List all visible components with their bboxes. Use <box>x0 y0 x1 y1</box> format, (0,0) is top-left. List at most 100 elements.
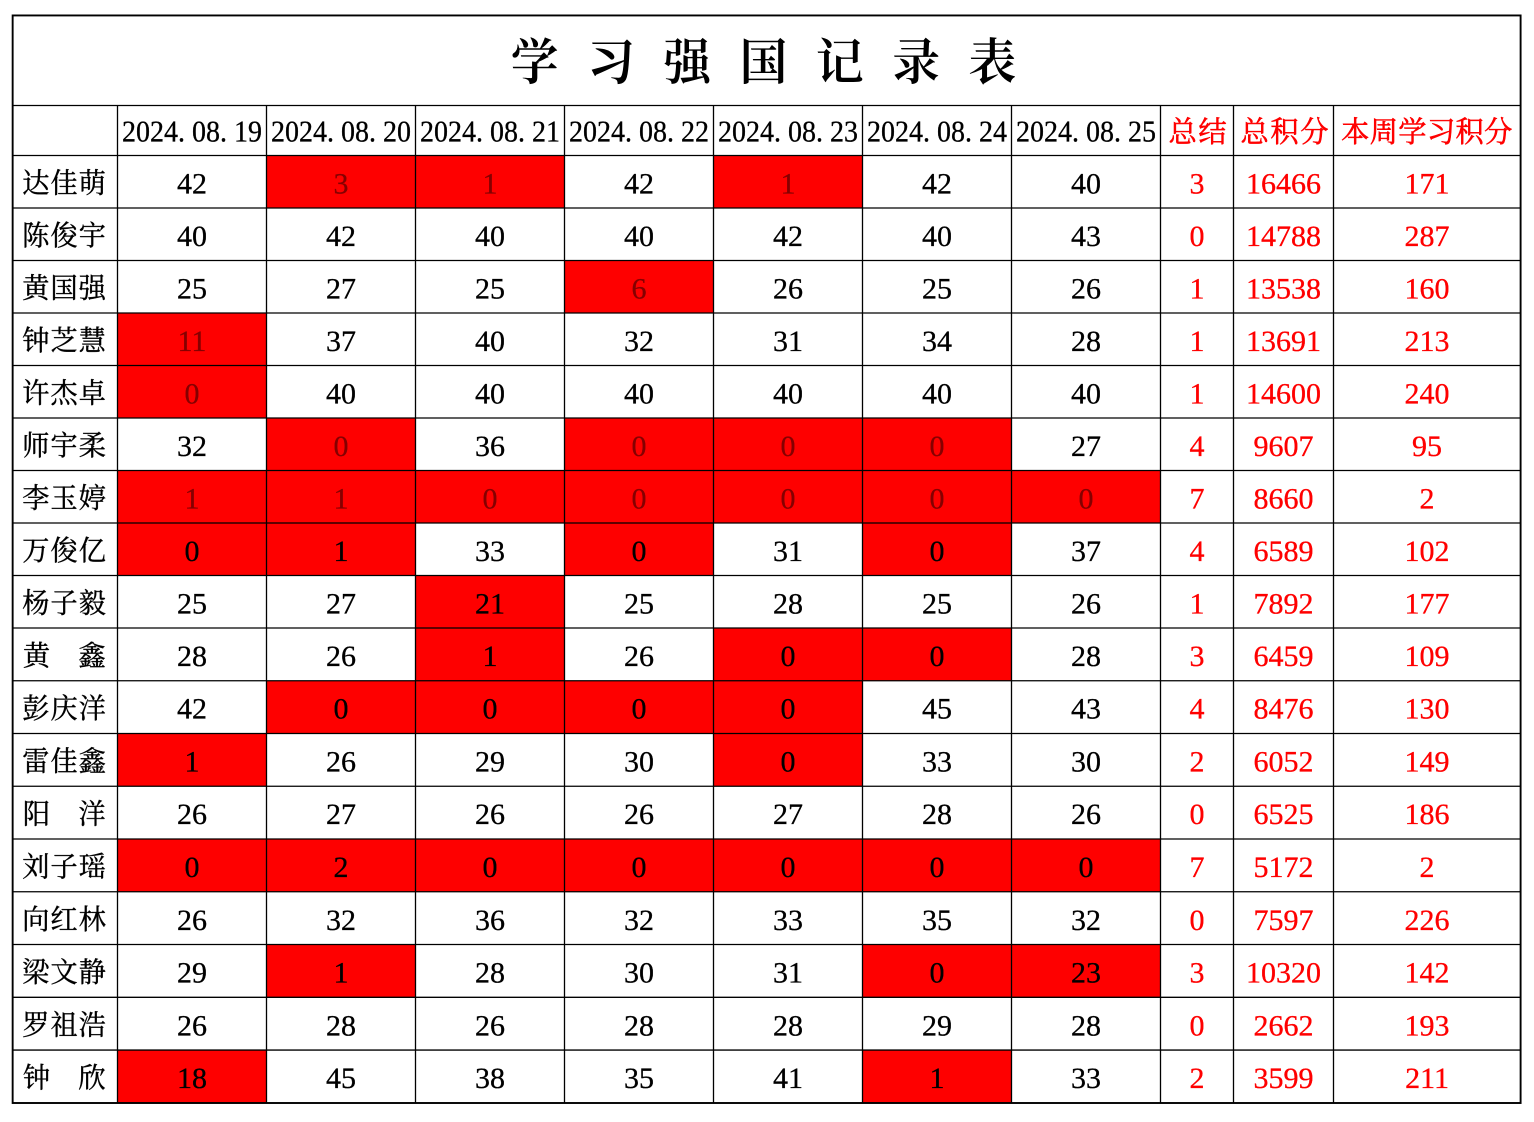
svg-text:0: 0 <box>1190 904 1205 937</box>
svg-text:0: 0 <box>483 693 498 726</box>
svg-text:2: 2 <box>1190 745 1205 778</box>
svg-text:8660: 8660 <box>1254 482 1314 515</box>
svg-text:13691: 13691 <box>1246 325 1321 358</box>
svg-text:4: 4 <box>1190 535 1205 568</box>
svg-text:3: 3 <box>1190 957 1205 990</box>
svg-text:2: 2 <box>334 851 349 884</box>
svg-text:28: 28 <box>773 587 803 620</box>
svg-text:226: 226 <box>1405 904 1450 937</box>
svg-text:0: 0 <box>930 535 945 568</box>
svg-text:0: 0 <box>781 693 796 726</box>
svg-text:42: 42 <box>177 693 207 726</box>
svg-text:30: 30 <box>1071 745 1101 778</box>
svg-text:36: 36 <box>475 430 505 463</box>
svg-text:26: 26 <box>1071 587 1101 620</box>
svg-text:193: 193 <box>1405 1009 1450 1042</box>
svg-text:28: 28 <box>177 640 207 673</box>
svg-text:26: 26 <box>1071 798 1101 831</box>
svg-text:0: 0 <box>185 535 200 568</box>
svg-text:1: 1 <box>483 640 498 673</box>
svg-text:0: 0 <box>930 957 945 990</box>
svg-text:40: 40 <box>1071 377 1101 410</box>
svg-text:2: 2 <box>1420 482 1435 515</box>
svg-text:1: 1 <box>1190 377 1205 410</box>
svg-text:1: 1 <box>1190 272 1205 305</box>
svg-text:0: 0 <box>930 640 945 673</box>
svg-text:28: 28 <box>773 1009 803 1042</box>
svg-text:31: 31 <box>773 325 803 358</box>
svg-text:5172: 5172 <box>1254 851 1314 884</box>
svg-text:1: 1 <box>334 482 349 515</box>
svg-text:26: 26 <box>177 798 207 831</box>
svg-text:0: 0 <box>1190 798 1205 831</box>
svg-text:0: 0 <box>632 851 647 884</box>
svg-text:29: 29 <box>475 745 505 778</box>
svg-text:26: 26 <box>177 1009 207 1042</box>
svg-text:40: 40 <box>922 220 952 253</box>
svg-text:40: 40 <box>922 377 952 410</box>
svg-text:0: 0 <box>1190 220 1205 253</box>
svg-text:9607: 9607 <box>1254 430 1314 463</box>
svg-text:25: 25 <box>624 587 654 620</box>
svg-text:42: 42 <box>624 167 654 200</box>
svg-text:33: 33 <box>1071 1062 1101 1095</box>
svg-text:2024. 08. 20: 2024. 08. 20 <box>271 113 411 148</box>
svg-text:0: 0 <box>632 693 647 726</box>
svg-text:40: 40 <box>475 325 505 358</box>
svg-text:287: 287 <box>1405 220 1450 253</box>
svg-text:109: 109 <box>1405 640 1450 673</box>
svg-text:26: 26 <box>773 272 803 305</box>
svg-text:211: 211 <box>1405 1062 1449 1095</box>
svg-text:0: 0 <box>632 535 647 568</box>
svg-text:0: 0 <box>1190 1009 1205 1042</box>
svg-text:2024. 08. 19: 2024. 08. 19 <box>122 113 262 148</box>
svg-text:28: 28 <box>1071 640 1101 673</box>
svg-text:142: 142 <box>1405 957 1450 990</box>
svg-text:28: 28 <box>475 957 505 990</box>
svg-text:2662: 2662 <box>1254 1009 1314 1042</box>
svg-text:1: 1 <box>185 482 200 515</box>
svg-text:186: 186 <box>1405 798 1450 831</box>
svg-text:1: 1 <box>483 167 498 200</box>
svg-text:0: 0 <box>781 851 796 884</box>
svg-text:0: 0 <box>334 430 349 463</box>
svg-text:26: 26 <box>326 745 356 778</box>
svg-text:27: 27 <box>1071 430 1101 463</box>
svg-text:32: 32 <box>624 325 654 358</box>
svg-text:0: 0 <box>1079 851 1094 884</box>
svg-text:42: 42 <box>326 220 356 253</box>
svg-text:31: 31 <box>773 957 803 990</box>
svg-text:28: 28 <box>1071 1009 1101 1042</box>
svg-text:171: 171 <box>1405 167 1450 200</box>
svg-text:40: 40 <box>475 220 505 253</box>
svg-text:7892: 7892 <box>1254 587 1314 620</box>
svg-text:1: 1 <box>334 957 349 990</box>
svg-text:33: 33 <box>475 535 505 568</box>
svg-text:3: 3 <box>1190 167 1205 200</box>
svg-text:0: 0 <box>483 482 498 515</box>
svg-text:26: 26 <box>326 640 356 673</box>
svg-text:14788: 14788 <box>1246 220 1321 253</box>
svg-text:14600: 14600 <box>1246 377 1321 410</box>
svg-text:130: 130 <box>1405 693 1450 726</box>
svg-text:0: 0 <box>483 851 498 884</box>
svg-text:2024. 08. 21: 2024. 08. 21 <box>420 113 560 148</box>
svg-text:149: 149 <box>1405 745 1450 778</box>
svg-text:0: 0 <box>781 430 796 463</box>
svg-text:43: 43 <box>1071 220 1101 253</box>
svg-text:40: 40 <box>624 220 654 253</box>
svg-text:43: 43 <box>1071 693 1101 726</box>
svg-text:40: 40 <box>177 220 207 253</box>
svg-text:240: 240 <box>1405 377 1450 410</box>
svg-text:0: 0 <box>185 851 200 884</box>
svg-text:29: 29 <box>922 1009 952 1042</box>
svg-text:34: 34 <box>922 325 952 358</box>
svg-text:32: 32 <box>624 904 654 937</box>
svg-text:7597: 7597 <box>1254 904 1314 937</box>
svg-text:32: 32 <box>326 904 356 937</box>
svg-text:26: 26 <box>1071 272 1101 305</box>
svg-text:0: 0 <box>781 640 796 673</box>
svg-text:2024. 08. 22: 2024. 08. 22 <box>569 113 709 148</box>
svg-text:21: 21 <box>475 587 505 620</box>
svg-text:40: 40 <box>326 377 356 410</box>
